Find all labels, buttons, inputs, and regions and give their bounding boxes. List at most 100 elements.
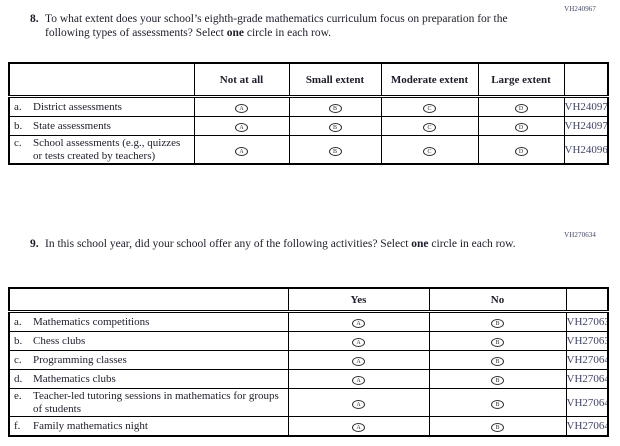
answer-oval-a[interactable]: A (352, 399, 365, 409)
question-9-bold-word: one (411, 238, 429, 250)
table-row-a: a. District assessments A B C D VH240970 (8, 96, 609, 117)
answer-cell-d: D (477, 135, 565, 165)
row-letter: e. (14, 390, 22, 402)
table-row-f: f. Family mathematics night A B VH270645 (8, 416, 609, 437)
answer-oval-b[interactable]: B (328, 146, 342, 156)
answer-oval-a[interactable]: A (352, 423, 365, 432)
answer-oval-d[interactable]: D (514, 123, 528, 132)
row-label-cell: e. Teacher-led tutoring sessions in mathe… (8, 388, 289, 417)
answer-oval-a[interactable]: A (235, 104, 248, 113)
answer-oval-b[interactable]: B (328, 123, 342, 132)
question-9: 9. In this school year, did your school … (30, 238, 546, 252)
row-letter: b. (14, 119, 23, 132)
answer-cell-b: B (288, 96, 382, 117)
row-label-cell: c. School assessments (e.g., quizzes or t… (8, 135, 195, 165)
row-letter: c. (14, 137, 22, 149)
row-code: VH240971 (563, 116, 609, 136)
row-code: VH270641 (565, 369, 609, 389)
row-letter: a. (14, 100, 22, 113)
table-row-b: b. Chess clubs A B VH270638 (8, 331, 609, 351)
answer-oval-d[interactable]: D (514, 146, 528, 156)
row-label-cell: d. Mathematics clubs (8, 369, 289, 389)
table-row-b: b. State assessments A B C D VH240971 (8, 116, 609, 136)
answer-oval-a[interactable]: A (352, 357, 365, 366)
answer-oval-b[interactable]: B (491, 423, 504, 432)
row-code: VH270645 (565, 416, 609, 437)
row-label: Mathematics clubs (33, 372, 116, 385)
answer-cell-b: B (428, 388, 567, 417)
answer-cell-b: B (288, 116, 382, 136)
answer-oval-b[interactable]: B (491, 399, 504, 409)
row-label-cell: b. State assessments (8, 116, 195, 136)
row-code: VH240969 (563, 135, 609, 165)
row-label: Teacher-led tutoring sessions in mathema… (33, 390, 279, 415)
answer-cell-d: D (477, 116, 565, 136)
answer-cell-b: B (288, 135, 382, 165)
answer-oval-b[interactable]: B (491, 376, 504, 385)
question-8-bold-word: one (226, 26, 244, 39)
answer-cell-b: B (428, 369, 567, 389)
table-row-e: e. Teacher-led tutoring sessions in mathe… (8, 388, 609, 417)
answer-cell-b: B (428, 311, 567, 332)
column-header-large-extent: Large extent (477, 62, 565, 98)
row-code: VH270640 (565, 350, 609, 370)
answer-cell-a: A (193, 96, 290, 117)
answer-oval-c[interactable]: C (423, 104, 436, 113)
answer-oval-d[interactable]: D (514, 104, 528, 113)
question-8-text-main: To what extent does your school’s eighth… (45, 13, 508, 39)
question-8-response-table: Not at all Small extent Moderate extent Lar… (8, 62, 609, 165)
column-header-no: No (428, 287, 567, 313)
answer-oval-a[interactable]: A (352, 338, 365, 347)
question-9-code: VH270634 (564, 231, 596, 239)
question-8: 8. To what extent does your school’s eig… (30, 13, 546, 40)
table-header-row: Yes No (8, 287, 609, 313)
answer-cell-c: C (380, 116, 479, 136)
table-row-d: d. Mathematics clubs A B VH270641 (8, 369, 609, 389)
row-label: Programming classes (33, 353, 127, 366)
row-label-cell: f. Family mathematics night (8, 416, 289, 437)
answer-cell-a: A (287, 331, 430, 351)
answer-oval-a[interactable]: A (352, 376, 365, 385)
row-letter: c. (14, 353, 22, 366)
answer-oval-c[interactable]: C (423, 123, 436, 132)
table-row-c: c. Programming classes A B VH270640 (8, 350, 609, 370)
table-header-row: Not at all Small extent Moderate extent Lar… (8, 62, 609, 98)
row-label: School assessments (e.g., quizzes or tes… (33, 137, 181, 162)
question-8-number: 8. (30, 13, 39, 25)
question-9-text-main: In this school year, did your school off… (45, 238, 412, 250)
column-header-empty (8, 62, 195, 98)
question-9-response-table: Yes No a. Mathematics competitions A B VH2706… (8, 287, 609, 437)
answer-oval-a[interactable]: A (235, 123, 248, 132)
question-9-text-end: circle in each row. (428, 238, 516, 250)
row-letter: d. (14, 372, 23, 385)
answer-oval-b[interactable]: B (328, 104, 342, 113)
question-9-text: In this school year, did your school off… (45, 238, 516, 252)
row-code: VH270638 (565, 331, 609, 351)
answer-oval-b[interactable]: B (491, 319, 504, 328)
row-code: VH240970 (563, 96, 609, 117)
column-header-not-at-all: Not at all (193, 62, 290, 98)
answer-oval-a[interactable]: A (352, 319, 365, 328)
answer-cell-b: B (428, 331, 567, 351)
row-code: VH270637 (565, 311, 609, 332)
column-header-small-extent: Small extent (288, 62, 382, 98)
row-label-cell: a. District assessments (8, 96, 195, 117)
row-label-cell: b. Chess clubs (8, 331, 289, 351)
answer-cell-a: A (287, 369, 430, 389)
column-header-moderate-extent: Moderate extent (380, 62, 479, 98)
question-8-code: VH240967 (564, 5, 596, 13)
row-label: Chess clubs (33, 334, 86, 347)
answer-cell-a: A (193, 116, 290, 136)
column-header-empty (565, 287, 609, 313)
answer-oval-a[interactable]: A (235, 146, 248, 156)
answer-oval-c[interactable]: C (423, 146, 436, 156)
question-9-number: 9. (30, 238, 39, 250)
column-header-empty (8, 287, 289, 313)
row-letter: b. (14, 334, 23, 347)
answer-oval-b[interactable]: B (491, 357, 504, 366)
row-label: Family mathematics night (33, 419, 148, 432)
answer-cell-a: A (287, 388, 430, 417)
row-label: State assessments (33, 119, 111, 132)
answer-oval-b[interactable]: B (491, 338, 504, 347)
answer-cell-b: B (428, 416, 567, 437)
